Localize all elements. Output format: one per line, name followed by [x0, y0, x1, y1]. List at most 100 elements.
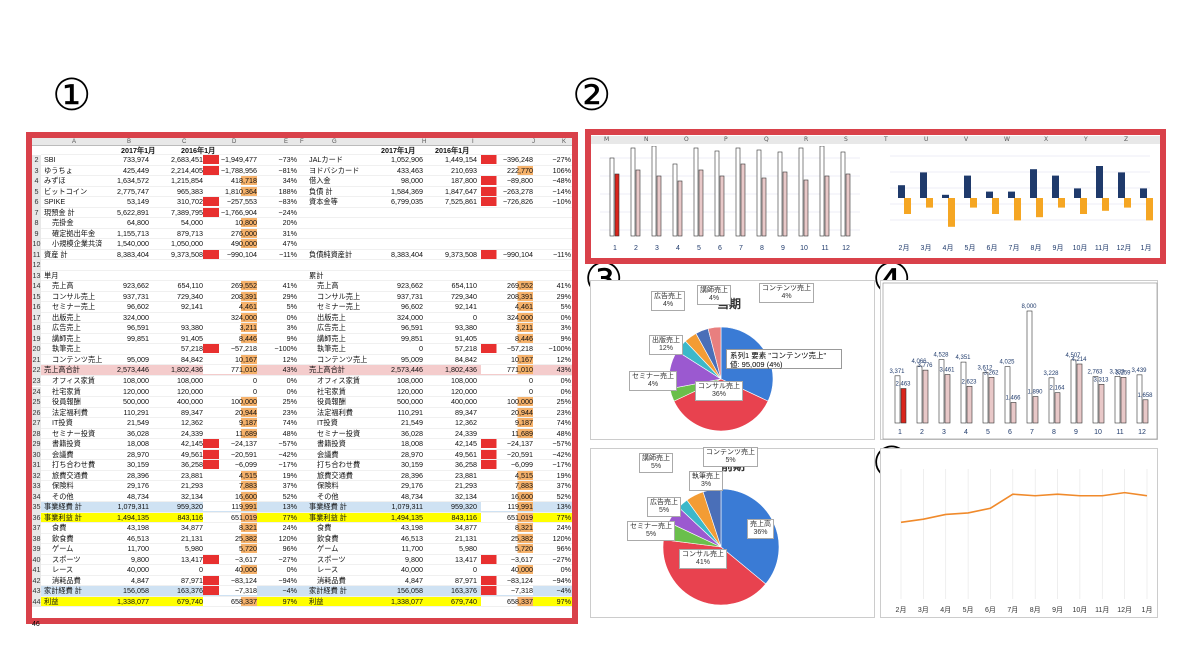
row-number[interactable]: 27 — [32, 418, 41, 429]
col-header[interactable]: E — [284, 139, 289, 145]
table-row[interactable]: セミナー投資 36,028 24,339 11,689 48% セミナー投資 36,028 2… — [41, 428, 572, 440]
row-number[interactable]: 35 — [32, 502, 41, 513]
row-number[interactable]: 13 — [32, 270, 41, 282]
table-row[interactable]: オフィス家賃 108,000 108,000 0 0% オフィス家賃 108,000 108,… — [41, 376, 572, 387]
pie-chart-previous[interactable]: 前期 講師売上5%コンテンツ売上5%執筆売上3%広告売上5%セミナー売上5%売上… — [590, 447, 875, 618]
row-number[interactable]: 12 — [32, 260, 41, 271]
col-header[interactable]: G — [332, 139, 337, 145]
col-header[interactable]: X — [1044, 136, 1049, 143]
col-header[interactable]: Z — [1124, 136, 1129, 143]
col-header[interactable]: J — [532, 139, 535, 145]
row-number[interactable]: 19 — [32, 333, 41, 345]
row-number[interactable]: 36 — [32, 512, 41, 524]
row-number[interactable]: 37 — [32, 523, 41, 534]
row-number[interactable]: 24 — [32, 386, 41, 398]
table-row[interactable]: 売上高 923,662 654,110 269,552 41% 売上高 923,662 654… — [41, 281, 572, 292]
row-number[interactable]: 4 — [32, 176, 41, 187]
row-number[interactable]: 21 — [32, 354, 41, 366]
bar-chart-monthly-compare[interactable]: 1 2 3 4 5 6 7 8 9 10 11 12 — [590, 146, 870, 256]
table-row[interactable]: コンテンツ売上 95,009 84,842 10,167 12% コンテンツ売上 95,00… — [41, 354, 572, 366]
col-header[interactable]: F — [300, 139, 304, 145]
table-row[interactable]: みずほ 1,634,572 1,215,854 418,718 34% 借入金 98,000… — [41, 176, 572, 187]
row-number[interactable]: 39 — [32, 544, 41, 555]
col-header[interactable]: V — [964, 136, 969, 143]
row-number[interactable]: 29 — [32, 439, 41, 450]
table-row[interactable]: 執筆売上 57,218 −57,218 −100% 執筆売上 0 57,218 −57,218… — [41, 344, 572, 355]
table-row[interactable]: 家計経費 計 156,058 163,376 −7,318 −4% 家計経費 計 156,0… — [41, 586, 572, 597]
table-row[interactable]: 社宅家賃 120,000 120,000 0 0% 社宅家賃 120,000 120,000 0… — [41, 387, 572, 398]
table-row[interactable]: IT投資 21,549 12,362 9,187 74% IT投資 21,549 12,362… — [41, 418, 572, 429]
table-row[interactable]: ビットコイン 2,775,747 965,383 1,810,364 188% 負債 計 1… — [41, 186, 572, 198]
table-row[interactable]: 役員報酬 500,000 400,000 100,000 25% 役員報酬 500,000 4… — [41, 397, 572, 408]
bar-chart-monthly-diff[interactable]: 2月 3月 4月 5月 6月 7月 8月 9月 10月 11月 12月 1月 — [880, 146, 1160, 256]
col-header[interactable]: Y — [1084, 136, 1088, 143]
row-number[interactable]: 3 — [32, 165, 41, 177]
col-header[interactable]: M — [604, 136, 610, 143]
line-chart[interactable]: 2月 3月 4月 5月 6月 7月 8月 9月 10月 11月 12月 1月 — [880, 448, 1158, 618]
row-number[interactable]: 11 — [32, 249, 41, 261]
row-number[interactable]: 10 — [32, 239, 41, 250]
row-number[interactable]: 8 — [32, 218, 41, 229]
row-number[interactable]: 18 — [32, 323, 41, 334]
table-row[interactable]: 講師売上 99,851 91,405 8,446 9% 講師売上 99,851 91,405 8… — [41, 333, 572, 345]
row-number[interactable]: 31 — [32, 460, 41, 471]
table-row[interactable]: 法定福利費 110,291 89,347 20,944 23% 法定福利費 110,291 8… — [41, 407, 572, 419]
table-row[interactable]: 旅費交通費 28,396 23,881 4,515 19% 旅費交通費 28,396 23,8… — [41, 470, 572, 482]
col-header[interactable]: T — [884, 136, 888, 143]
table-row[interactable]: 事業利益 計 1,494,135 843,116 651,019 77% 事業利益 計 1,… — [41, 512, 572, 524]
table-row[interactable]: 単月 累計 — [41, 271, 572, 282]
row-number[interactable]: 40 — [32, 554, 41, 566]
row-number[interactable]: 6 — [32, 197, 41, 208]
row-number[interactable]: 20 — [32, 344, 41, 355]
row-number[interactable]: 30 — [32, 449, 41, 461]
table-row[interactable] — [41, 260, 572, 271]
table-row[interactable]: 利益 1,338,077 679,740 658,337 97% 利益 1,338,077 6… — [41, 596, 572, 608]
row-number[interactable]: 32 — [32, 470, 41, 482]
table-row[interactable]: 確定拠出年金 1,155,713 879,713 276,000 31% — [41, 228, 572, 240]
table-row[interactable]: 資産 計 8,383,404 9,373,508 −990,104 −11% 負債純資産計… — [41, 249, 572, 261]
col-header[interactable]: Q — [764, 136, 769, 143]
table-row[interactable]: 広告売上 96,591 93,380 3,211 3% 広告売上 96,591 93,380 3… — [41, 323, 572, 334]
row-number[interactable]: 25 — [32, 397, 41, 408]
table-row[interactable]: SBI 733,974 2,683,451 −1,949,477 −73% JALカード 1… — [41, 155, 572, 166]
row-number[interactable]: 16 — [32, 302, 41, 313]
table-row[interactable]: 保険料 29,176 21,293 7,883 37% 保険料 29,176 21,293 7,… — [41, 481, 572, 492]
row-number[interactable]: 22 — [32, 365, 41, 376]
row-number[interactable]: 44 — [32, 596, 41, 608]
table-row[interactable]: SPIKE 53,149 310,702 −257,553 −83% 資本金等 6,799,… — [41, 197, 572, 208]
table-row[interactable]: スポーツ 9,800 13,417 −3,617 −27% スポーツ 9,800 13,417… — [41, 554, 572, 566]
table-row[interactable]: 打ち合わせ費 30,159 36,258 −6,099 −17% 打ち合わせ費 30,159… — [41, 460, 572, 471]
col-header[interactable]: C — [182, 139, 187, 145]
col-header[interactable]: K — [562, 139, 567, 145]
col-header[interactable]: D — [232, 139, 237, 145]
table-row[interactable]: 会議費 28,970 49,561 −20,591 −42% 会議費 28,970 49,56… — [41, 449, 572, 461]
table-row[interactable]: 消耗品費 4,847 87,971 −83,124 −94% 消耗品費 4,847 87,97… — [41, 575, 572, 587]
row-number[interactable]: 15 — [32, 291, 41, 303]
bar-chart-labeled[interactable]: 3,371 2,463 1 4,066 3,776 2 4,528 3,461 3 4,351 2,… — [880, 280, 1158, 440]
col-header[interactable]: B — [127, 139, 132, 145]
col-header[interactable]: N — [644, 136, 649, 143]
table-row[interactable]: 食費 43,198 34,877 8,321 24% 食費 43,198 34,877 8,32… — [41, 523, 572, 534]
row-number[interactable]: 38 — [32, 533, 41, 545]
row-number[interactable]: 5 — [32, 186, 41, 198]
row-number[interactable]: 33 — [32, 481, 41, 492]
table-row[interactable]: セミナー売上 96,602 92,141 4,461 5% セミナー売上 96,602 92,… — [41, 302, 572, 313]
col-header[interactable]: S — [844, 136, 848, 143]
row-number[interactable]: 2 — [32, 155, 41, 166]
spreadsheet[interactable]: A B C D E F G H I J K 2017年1月 2016年1月 2017年1月 2016年1月… — [32, 138, 572, 618]
row-number[interactable]: 7 — [32, 207, 41, 219]
table-row[interactable]: 売掛金 64,800 54,000 10,800 20% — [41, 218, 572, 229]
col-header[interactable]: H — [422, 139, 427, 145]
row-number[interactable]: 34 — [32, 491, 41, 503]
row-number[interactable]: 14 — [32, 281, 41, 292]
table-row[interactable]: 書籍投資 18,008 42,145 −24,137 −57% 書籍投資 18,008 42,… — [41, 439, 572, 450]
table-row[interactable]: 売上高合計 2,573,446 1,802,436 771,010 43% 売上高合計 2,… — [41, 365, 572, 376]
table-row[interactable]: 出版売上 324,000 324,000 0% 出版売上 324,000 0 324,000 0… — [41, 312, 572, 324]
table-row[interactable]: 小規模企業共済 1,540,000 1,050,000 490,000 47% — [41, 239, 572, 250]
table-row[interactable]: その他 48,734 32,134 16,600 52% その他 48,734 32,134 1… — [41, 491, 572, 503]
table-row[interactable]: レース 40,000 0 40,000 0% レース 40,000 0 40,000 0% — [41, 565, 572, 576]
col-header[interactable]: W — [1004, 136, 1010, 143]
table-row[interactable]: 事業経費 計 1,079,311 959,320 119,991 13% 事業経費 計 1,… — [41, 502, 572, 513]
row-number[interactable]: 17 — [32, 312, 41, 324]
row-number[interactable]: 23 — [32, 375, 41, 387]
